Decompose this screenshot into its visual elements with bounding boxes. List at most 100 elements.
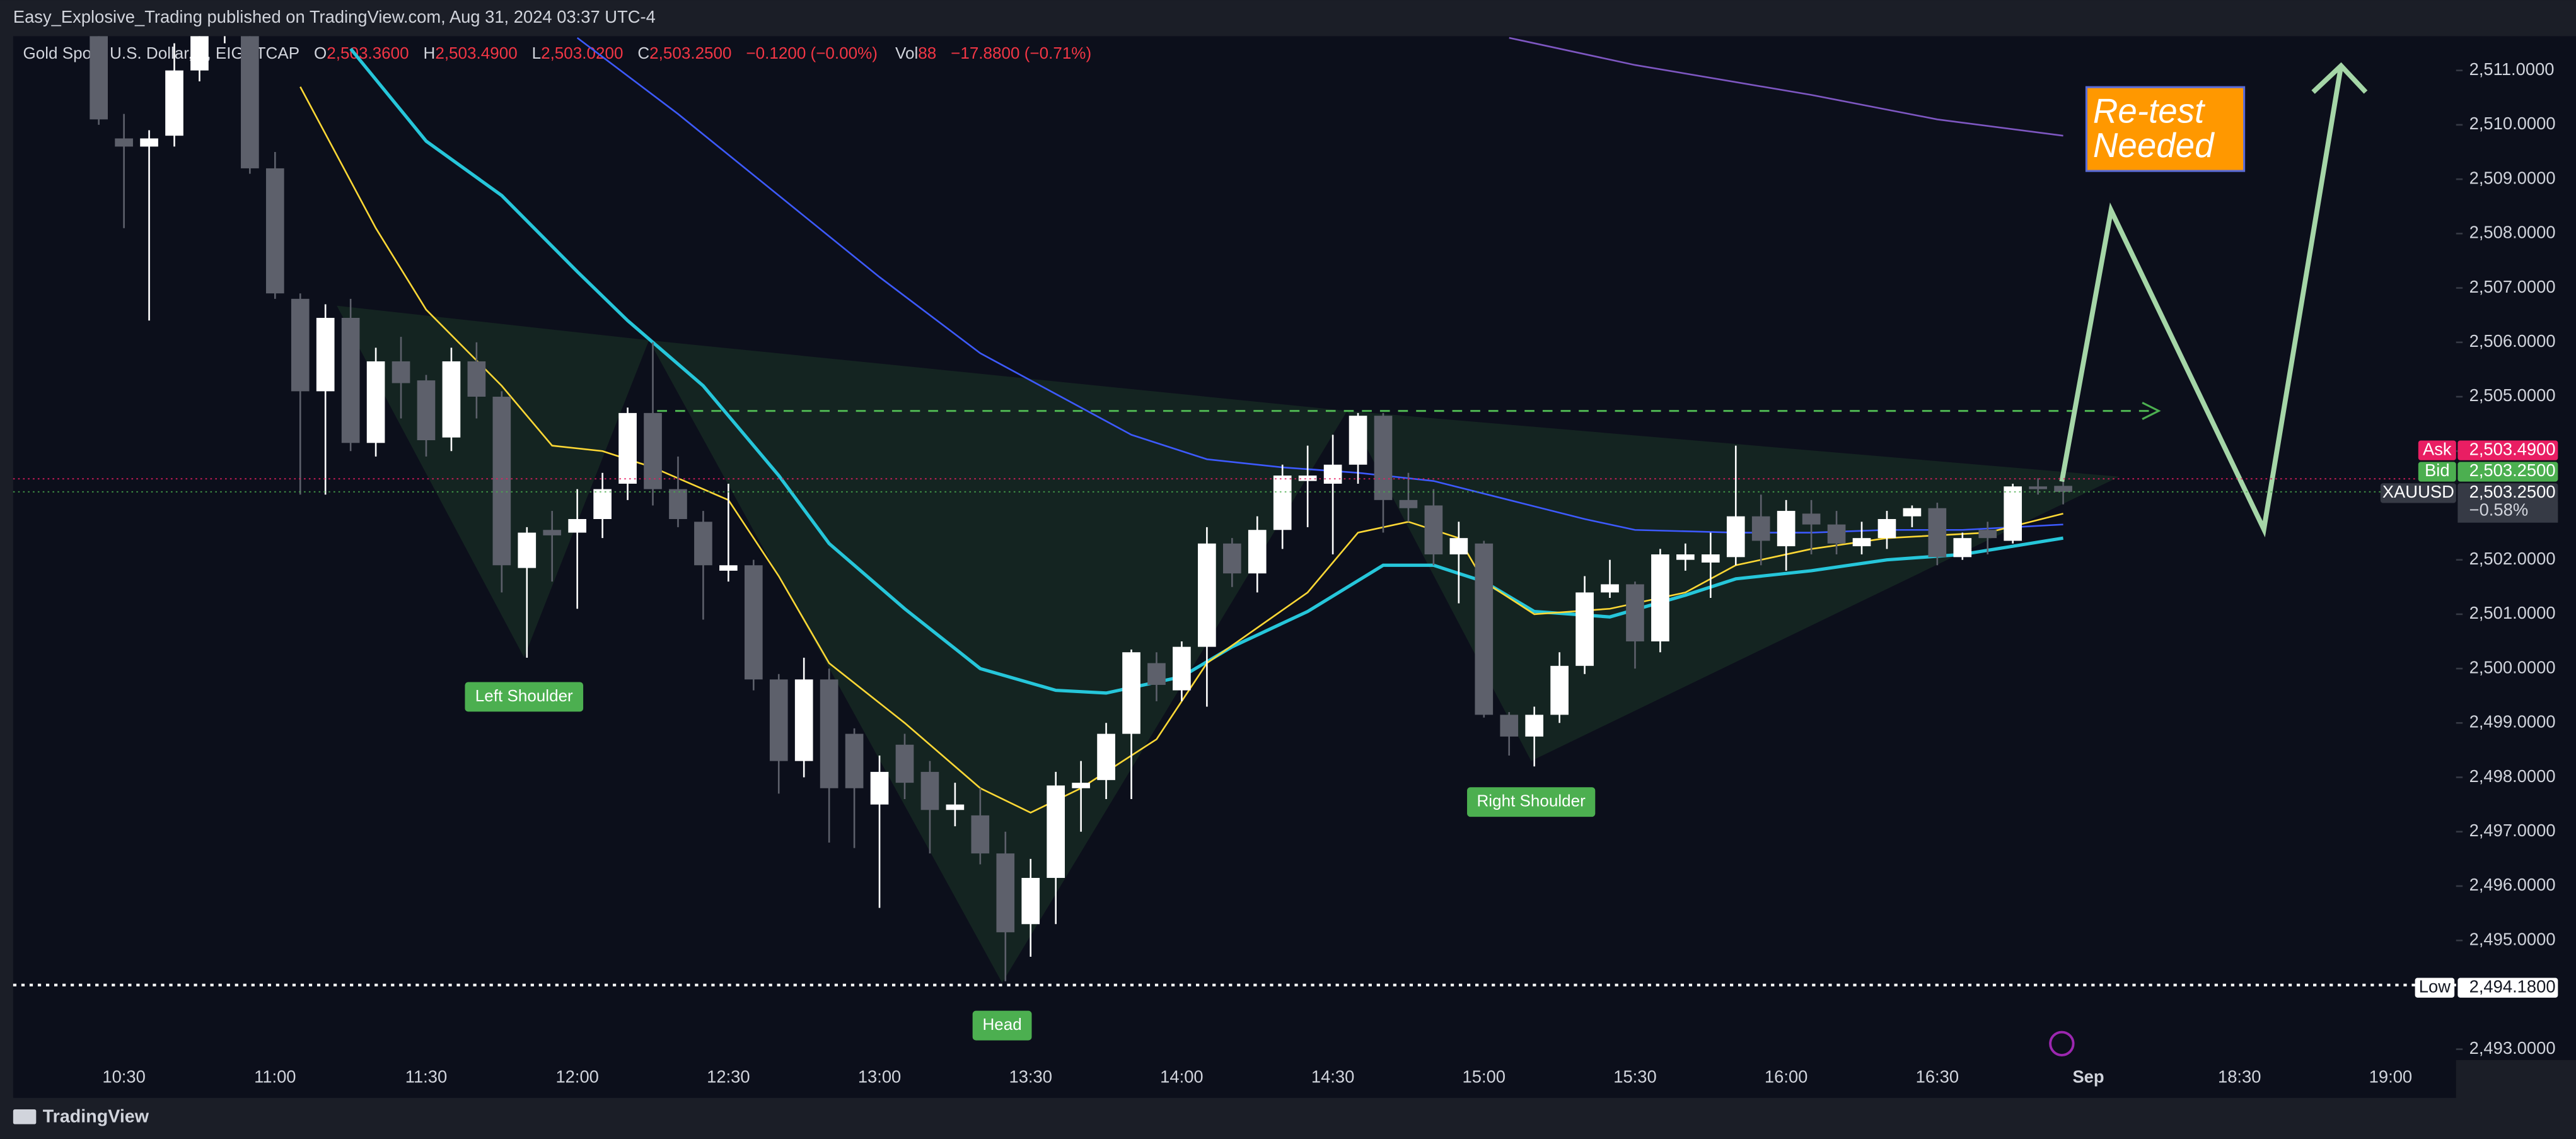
candle-body: [769, 679, 788, 761]
candle-body: [895, 744, 914, 783]
candle-body: [870, 771, 889, 805]
candle-body: [1349, 416, 1367, 465]
price-tag-extra: [2457, 501, 2558, 523]
callout-text: Re-test: [2093, 91, 2206, 130]
price-tag-name-text: XAUUSD: [2382, 482, 2454, 501]
x-tick-label: 12:30: [707, 1067, 750, 1087]
y-tick-label: 2,511.0000: [2469, 59, 2555, 79]
price-tag-name: [2418, 440, 2456, 460]
candle-body: [1676, 554, 1695, 560]
candle-body: [1021, 878, 1040, 925]
candle-body: [1852, 538, 1871, 547]
y-tick-label: 2,500.0000: [2469, 657, 2556, 677]
candle-body: [492, 397, 511, 566]
candle-body: [467, 361, 486, 397]
candle-body: [1802, 513, 1821, 525]
x-tick-label: 11:30: [405, 1067, 447, 1087]
candle-body: [1222, 543, 1241, 574]
candle-body: [392, 361, 410, 383]
publisher: Easy_Explosive_Trading published on Trad…: [13, 7, 656, 26]
x-tick-label: Sep: [2072, 1067, 2104, 1087]
candle-body: [1953, 538, 1972, 558]
price-tag-name: [2415, 978, 2455, 998]
candle-body: [920, 771, 939, 810]
candle-body: [2054, 486, 2072, 492]
legend: Gold Spot / U.S. Dollar, 5, EIGHTCAP O2,…: [23, 44, 1091, 62]
y-tick-label: 2,508.0000: [2469, 223, 2556, 242]
candle-body: [165, 70, 183, 136]
y-tick-label: 2,509.0000: [2469, 168, 2556, 187]
candle-body: [1122, 652, 1140, 734]
candle-body: [1248, 530, 1267, 574]
annotation-box: [972, 1010, 1032, 1041]
legend-key: H: [424, 44, 436, 62]
candle-body: [669, 489, 687, 519]
legend-value: 2,503.0200: [541, 44, 623, 62]
annotation-box: [465, 682, 584, 712]
x-tick-label: 15:30: [1613, 1067, 1656, 1087]
candle-body: [1273, 476, 1292, 530]
x-tick-label: 13:30: [1009, 1067, 1052, 1087]
legend-key: L: [532, 44, 542, 62]
y-tick-label: 2,495.0000: [2469, 929, 2556, 949]
candle-body: [1173, 646, 1191, 691]
y-tick-label: 2,499.0000: [2469, 712, 2556, 732]
candle-body: [1097, 733, 1115, 780]
candle-body: [568, 518, 587, 533]
y-tick-label: 2,510.0000: [2469, 114, 2556, 133]
candle-body: [1475, 543, 1494, 715]
candle-body: [543, 530, 562, 535]
event-icon[interactable]: [2049, 1031, 2075, 1056]
candle-body: [442, 361, 461, 438]
price-tag-name-text: Ask: [2423, 439, 2452, 459]
projection-arrow: [2059, 65, 2344, 537]
brand: TradingView: [43, 1107, 149, 1127]
candle-body: [1978, 530, 1997, 539]
candle-body: [1550, 665, 1569, 715]
candle-body: [845, 733, 864, 788]
x-tick-label: 19:00: [2369, 1067, 2412, 1087]
candle-body: [1323, 464, 1342, 484]
candle-body: [719, 565, 738, 571]
candle-body: [1701, 554, 1720, 563]
x-tick-label: 15:00: [1463, 1067, 1506, 1087]
price-tag-name-text: Bid: [2425, 460, 2450, 480]
x-tick-label: 16:30: [1916, 1067, 1959, 1087]
candle-body: [744, 565, 763, 680]
candle-body: [1877, 518, 1896, 539]
x-tick-label: 11:00: [254, 1067, 296, 1087]
candle-body: [366, 361, 385, 443]
legend-value: 2,503.3600: [327, 44, 409, 62]
y-tick-label: 2,502.0000: [2469, 549, 2556, 568]
candle-body: [1072, 783, 1090, 788]
candle-body: [518, 532, 537, 568]
legend-key: Vol: [895, 44, 918, 62]
price-axis: [2456, 36, 2576, 1060]
candle-body: [794, 679, 813, 761]
price-tag-name: [2418, 462, 2456, 482]
candle-body: [316, 317, 335, 392]
candle-body: [1726, 516, 1745, 558]
callout-text: Needed: [2093, 126, 2215, 165]
candle-body: [593, 489, 612, 519]
price-tag-text: 2,503.2500: [2469, 460, 2556, 480]
candle-body: [1751, 516, 1770, 541]
legend-value: 2,503.4900: [435, 44, 517, 62]
candle-body: [1575, 592, 1594, 666]
candle-body: [241, 36, 259, 168]
brand-logo: [13, 1109, 37, 1124]
neckline-arrow: [2142, 402, 2161, 420]
y-tick-label: 2,498.0000: [2469, 766, 2556, 786]
candle-body: [291, 298, 310, 392]
candle-body: [265, 168, 284, 294]
candle-body: [946, 804, 965, 810]
candle-body: [190, 36, 209, 71]
callout-box: [2085, 86, 2246, 172]
price-tag: [2457, 483, 2558, 503]
moving-average: [1509, 37, 2063, 137]
candle-body: [115, 138, 133, 147]
x-tick-label: 10:30: [102, 1067, 145, 1087]
legend-value: 2,503.2500: [649, 44, 731, 62]
